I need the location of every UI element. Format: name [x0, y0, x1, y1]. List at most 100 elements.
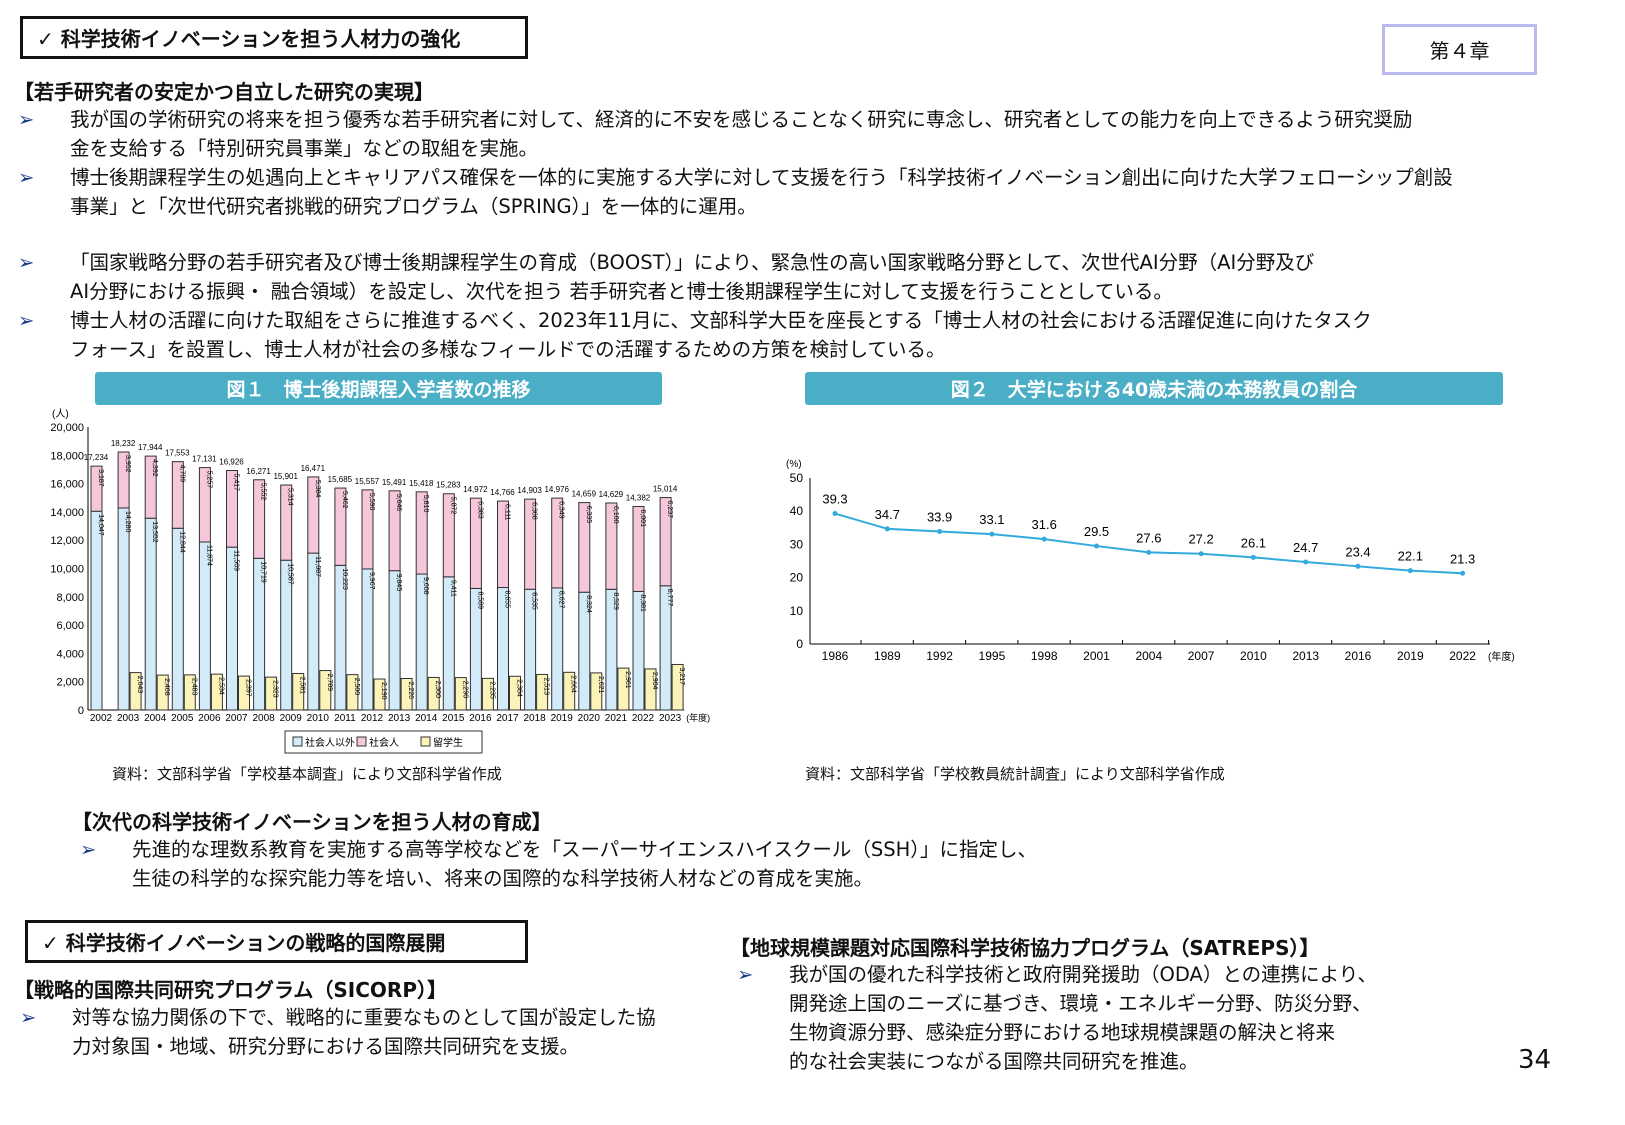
bar-segment-社会人	[226, 469, 238, 548]
bar-segment-留学生	[346, 674, 359, 711]
bar-value-label: 2,961	[624, 671, 631, 689]
bar-total-label: 15,418	[409, 479, 434, 488]
data-label: 31.6	[1032, 517, 1057, 532]
bar-value-label: 2,581	[299, 676, 306, 694]
figure2-heading: 図２ 大学における40歳未満の本務教員の割合	[805, 372, 1503, 405]
bar-value-label: 4,709	[178, 465, 185, 483]
x-tick-label: 2022	[632, 713, 655, 724]
bar-value-label: 14,280	[124, 511, 131, 533]
bar-value-label: 8,589	[476, 591, 483, 609]
y-tick-label: 18,000	[50, 450, 84, 462]
x-tick-label: 2007	[1188, 649, 1215, 663]
bar-segment-社会人以外	[117, 507, 130, 711]
bar-segment-留学生	[400, 678, 413, 711]
bar-segment-留学生	[238, 675, 250, 711]
x-tick-label: 2019	[551, 713, 574, 724]
bar-segment-留学生	[427, 676, 440, 711]
bar-segment-留学生	[183, 674, 196, 711]
data-label: 27.2	[1188, 532, 1213, 547]
data-label: 23.4	[1345, 544, 1370, 559]
bar-value-label: 6,237	[666, 501, 673, 519]
y-tick-label: 20,000	[50, 422, 84, 434]
data-point	[1407, 568, 1413, 574]
bar-segment-留学生	[590, 672, 603, 711]
bar-segment-社会人以外	[171, 527, 184, 711]
bar-segment-留学生	[644, 668, 657, 711]
bar-segment-社会人	[632, 505, 645, 592]
x-tick-label: 2019	[1397, 649, 1424, 663]
data-point	[1355, 563, 1361, 569]
data-label: 39.3	[822, 492, 847, 507]
bar-segment-社会人	[659, 497, 672, 587]
bar-segment-社会人	[578, 502, 591, 593]
bar-value-label: 9,608	[422, 577, 429, 595]
y-tick-label: 4,000	[56, 648, 84, 660]
bar-value-label: 5,462	[341, 491, 348, 509]
x-tick-label: 2006	[198, 713, 221, 724]
bar-total-label: 15,685	[328, 475, 353, 484]
data-point	[1146, 549, 1152, 555]
legend-label: 社会人以外	[305, 736, 355, 749]
x-tick-label: 2010	[307, 713, 330, 724]
bullet-item-ssh: ➢ 先進的な理数系教育を実施する高等学校などを「スーパーサイエンスハイスクール（S…	[80, 835, 1280, 893]
bar-total-label: 16,471	[301, 464, 326, 473]
bar-value-label: 9,411	[449, 580, 456, 597]
arrow-bullet-icon: ➢	[18, 166, 35, 189]
y-tick-label: 8,000	[56, 592, 84, 604]
bar-total-label: 16,271	[246, 467, 271, 476]
bullet-item-sicorp: ➢ 対等な協力関係の下で、戦略的に重要なものとして国が設定した協 力対象国・地域、研…	[20, 1003, 740, 1061]
bar-value-label: 10,719	[260, 561, 267, 583]
bar-segment-社会人	[524, 498, 537, 590]
bar-segment-留学生	[129, 672, 142, 711]
bar-value-label: 5,257	[205, 471, 212, 489]
data-label: 29.5	[1084, 524, 1109, 539]
bullet-item: ➢ 我が国の学術研究の将来を担う優秀な若手研究者に対して、経済的に不安を感じること…	[18, 105, 1568, 163]
bar-value-label: 8,529	[612, 592, 619, 610]
y-tick-label: 20	[790, 571, 804, 585]
bar-segment-留学生	[617, 667, 630, 711]
y-tick-label: 6,000	[56, 620, 84, 632]
bar-total-label: 14,382	[626, 493, 651, 502]
data-label: 33.1	[979, 512, 1004, 527]
bar-segment-社会人	[253, 479, 266, 559]
bar-value-label: 8,381	[639, 594, 646, 612]
x-tick-label: 2009	[280, 713, 303, 724]
bar-value-label: 5,646	[395, 494, 402, 512]
data-point	[937, 528, 943, 534]
bar-value-label: 4,392	[151, 459, 158, 477]
arrow-bullet-icon: ➢	[80, 838, 97, 861]
bar-segment-社会人以外	[90, 510, 103, 711]
bar-total-label: 14,976	[544, 485, 569, 494]
y-tick-label: 10,000	[50, 564, 84, 576]
bar-value-label: 6,335	[585, 506, 592, 524]
bar-segment-社会人以外	[388, 570, 401, 711]
x-tick-label: 2021	[605, 713, 628, 724]
bar-value-label: 2,664	[570, 675, 577, 693]
bullet-item: ➢ 博士後期課程学生の処遇向上とキャリアパス確保を一体的に実施する大学に対して支援…	[18, 163, 1568, 221]
x-tick-label: 2016	[469, 713, 492, 724]
data-point	[1460, 570, 1466, 576]
bar-segment-社会人	[144, 455, 157, 519]
bar-value-label: 2,534	[217, 677, 224, 695]
data-point	[884, 526, 890, 532]
x-tick-label: 1986	[822, 649, 849, 663]
bar-total-label: 15,283	[436, 481, 461, 490]
data-label: 21.3	[1450, 551, 1475, 566]
bar-segment-留学生	[265, 676, 278, 711]
bar-segment-留学生	[319, 670, 332, 711]
bar-value-label: 8,777	[666, 589, 673, 607]
bar-segment-社会人以外	[144, 517, 157, 711]
data-label: 34.7	[875, 507, 900, 522]
data-point	[832, 511, 838, 517]
x-tick-label: 2020	[578, 713, 601, 724]
x-tick-label: 2016	[1345, 649, 1372, 663]
bar-segment-社会人	[307, 476, 320, 554]
bar-segment-社会人	[497, 500, 509, 589]
bar-total-label: 15,491	[382, 478, 407, 487]
y-tick-label: 14,000	[50, 507, 84, 519]
arrow-bullet-icon: ➢	[18, 251, 35, 274]
subheading-satreps: 【地球規模課題対応国際科学技術協力プログラム（SATREPS）】	[730, 936, 1320, 960]
bar-value-label: 9,845	[395, 574, 402, 592]
bar-segment-社会人	[605, 502, 618, 590]
data-point	[1198, 551, 1204, 557]
